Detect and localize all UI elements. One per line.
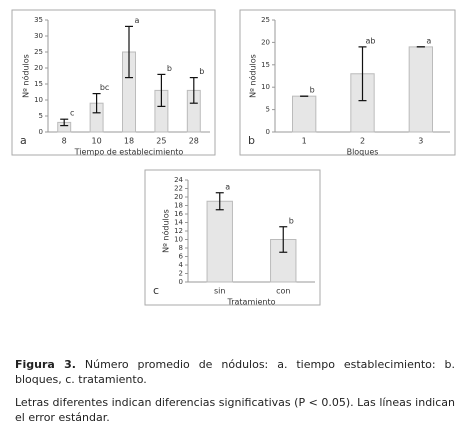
value-label: b — [167, 64, 172, 73]
y-tick-label: 5 — [39, 112, 43, 120]
value-label: bc — [100, 83, 109, 92]
value-label: a — [225, 182, 230, 191]
y-tick-label: 4 — [179, 261, 184, 269]
y-tick-label: 20 — [34, 64, 43, 72]
x-axis-label: Tratamiento — [227, 298, 276, 307]
caption-text: Número promedio de nódulos: a. tiempo es… — [15, 358, 456, 386]
x-tick-label: 25 — [156, 137, 166, 146]
caption-note: Letras diferentes indican diferencias si… — [15, 396, 455, 424]
bar — [292, 95, 317, 133]
panel-letter: a — [20, 134, 27, 147]
x-axis-label: Bloques — [347, 148, 379, 157]
x-tick-label: 2 — [360, 137, 365, 146]
x-axis-label: Tiempo de establecimiento — [74, 148, 184, 157]
y-tick-label: 24 — [174, 176, 183, 184]
y-tick-label: 15 — [34, 80, 43, 88]
x-tick-label: 3 — [418, 137, 423, 146]
y-tick-label: 10 — [34, 96, 43, 104]
y-axis-label: Nº nódulos — [248, 54, 258, 98]
x-tick-label: 10 — [92, 137, 102, 146]
y-tick-label: 18 — [174, 202, 183, 210]
panel-frame — [11, 9, 216, 156]
value-label: a — [426, 36, 431, 45]
x-tick-label: 28 — [189, 137, 199, 146]
x-tick-label: con — [276, 287, 290, 296]
y-tick-label: 25 — [34, 48, 43, 56]
y-tick-label: 0 — [179, 278, 183, 286]
y-tick-label: 10 — [261, 83, 270, 91]
y-tick-label: 0 — [266, 128, 270, 136]
y-tick-label: 6 — [179, 253, 184, 261]
y-tick-label: 2 — [179, 270, 183, 278]
y-tick-label: 12 — [174, 227, 183, 235]
bar — [408, 46, 433, 133]
y-axis-label: Nº nódulos — [161, 209, 171, 253]
value-label: a — [135, 16, 140, 25]
y-axis-label: Nº nódulos — [21, 54, 31, 98]
x-tick-label: 18 — [124, 137, 134, 146]
y-tick-label: 20 — [261, 38, 270, 46]
y-tick-label: 15 — [261, 61, 270, 69]
y-tick-label: 22 — [174, 185, 183, 193]
panel-frame — [144, 169, 321, 306]
panel-letter: c — [153, 284, 159, 297]
value-label: b — [310, 86, 315, 95]
value-label: c — [70, 109, 74, 118]
y-tick-label: 8 — [179, 244, 183, 252]
y-tick-label: 25 — [261, 16, 270, 24]
x-tick-label: sin — [214, 287, 225, 296]
y-tick-label: 35 — [34, 16, 43, 24]
y-tick-label: 14 — [174, 219, 183, 227]
y-tick-label: 5 — [266, 106, 270, 114]
y-tick-label: 20 — [174, 193, 183, 201]
value-label: b — [199, 67, 204, 76]
x-tick-label: 8 — [62, 137, 67, 146]
value-label: ab — [366, 36, 376, 45]
bar — [206, 200, 233, 283]
y-tick-label: 30 — [34, 32, 43, 40]
caption: Figura 3. Número promedio de nódulos: a.… — [15, 357, 455, 387]
value-label: b — [289, 216, 294, 225]
panel-frame — [239, 9, 456, 156]
panel-letter: b — [248, 134, 255, 147]
caption-label: Figura 3. — [15, 358, 76, 371]
y-tick-label: 10 — [174, 236, 183, 244]
y-tick-label: 0 — [39, 128, 43, 136]
x-tick-label: 1 — [302, 137, 307, 146]
y-tick-label: 16 — [174, 210, 183, 218]
